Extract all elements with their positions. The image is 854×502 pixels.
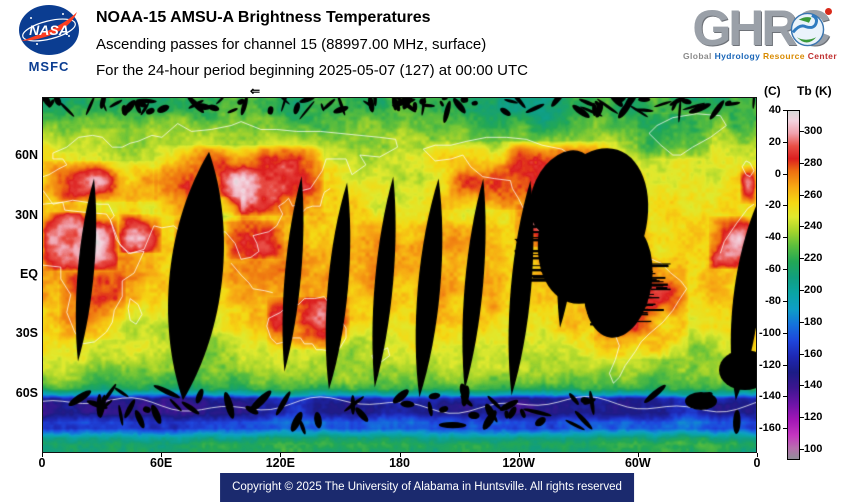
celsius-tick-label: -60 <box>765 263 781 276</box>
kelvin-tick-label: 120 <box>804 411 823 424</box>
kelvin-tick-label: 260 <box>804 188 823 201</box>
kelvin-tick-label: 180 <box>804 315 823 328</box>
celsius-tick <box>783 205 787 207</box>
legend-header-celsius: (C) <box>764 84 781 98</box>
kelvin-tick <box>800 449 804 451</box>
celsius-tick-label: -160 <box>758 422 781 435</box>
celsius-tick <box>783 269 787 271</box>
colorbar <box>787 110 800 460</box>
tagline-word: Center <box>804 51 838 61</box>
kelvin-tick-label: 200 <box>804 284 823 296</box>
celsius-tick-label: -20 <box>765 199 781 212</box>
nasa-meatball-icon: NASA <box>19 5 79 55</box>
ghrc-logo: GHRC Global Hydrology Resource Center <box>672 1 848 61</box>
celsius-tick-label: -120 <box>758 358 781 371</box>
celsius-tick-label: 40 <box>768 104 781 116</box>
kelvin-tick <box>800 321 804 323</box>
nasa-logo: NASA MSFC <box>10 4 88 74</box>
page-title: NOAA-15 AMSU-A Brightness Temperatures <box>96 9 431 26</box>
x-axis-tick <box>280 453 282 457</box>
kelvin-tick <box>800 353 804 355</box>
kelvin-tick <box>800 226 804 228</box>
celsius-tick-label: -140 <box>758 390 781 403</box>
celsius-tick <box>783 428 787 430</box>
page-subtitle-1: Ascending passes for channel 15 (88997.0… <box>96 36 487 53</box>
kelvin-tick <box>800 194 804 196</box>
ghrc-wordmark: GHRC <box>692 0 832 56</box>
ghrc-tagline: Global Hydrology Resource Center <box>672 51 848 61</box>
celsius-tick-label: -100 <box>758 326 781 339</box>
kelvin-tick-label: 300 <box>804 124 823 137</box>
tagline-word: Hydrology <box>711 51 761 61</box>
celsius-tick-label: -80 <box>765 294 781 307</box>
nasa-wordmark: NASA <box>29 22 69 38</box>
kelvin-tick-label: 140 <box>804 379 823 392</box>
ghrc-letters: GHR <box>692 0 797 56</box>
kelvin-tick <box>800 258 804 260</box>
celsius-tick-label: 20 <box>768 135 781 148</box>
celsius-tick <box>783 237 787 239</box>
kelvin-tick <box>800 162 804 164</box>
x-axis-label: 120E <box>265 456 295 470</box>
celsius-tick <box>783 396 787 398</box>
kelvin-tick <box>800 290 804 291</box>
page-subtitle-2: For the 24-hour period beginning 2025-05… <box>96 62 528 79</box>
celsius-tick <box>783 300 787 302</box>
x-axis-tick <box>161 453 163 457</box>
celsius-tick <box>783 332 787 334</box>
kelvin-tick-label: 100 <box>804 443 823 456</box>
copyright-bar: Copyright © 2025 The University of Alaba… <box>220 473 634 502</box>
y-axis-label: 30S <box>15 326 38 341</box>
x-axis-tick <box>637 453 639 457</box>
kelvin-tick-label: 240 <box>804 220 823 233</box>
x-axis-tick <box>42 453 43 457</box>
tagline-word: Global <box>682 51 712 61</box>
kelvin-tick-label: 280 <box>804 156 823 169</box>
x-axis-label: 60E <box>150 456 173 470</box>
msfc-label: MSFC <box>28 59 70 74</box>
celsius-tick-label: 0 <box>774 167 781 180</box>
legend-header-kelvin: Tb (K) <box>797 84 832 98</box>
x-axis-label: 0 <box>38 456 46 470</box>
celsius-tick <box>783 364 787 366</box>
x-axis-label: 0 <box>753 456 761 470</box>
y-axis-label: 30N <box>15 207 38 222</box>
x-axis-tick <box>399 453 401 457</box>
map-canvas <box>43 98 756 452</box>
red-dot-icon <box>824 8 832 15</box>
y-axis-label: 60S <box>15 385 38 400</box>
kelvin-tick <box>800 385 804 387</box>
celsius-tick-label: -40 <box>765 231 781 244</box>
x-axis-label: 60W <box>624 456 651 470</box>
kelvin-tick <box>800 417 804 419</box>
x-axis-tick <box>757 453 758 457</box>
x-axis-label: 120W <box>502 456 535 470</box>
celsius-tick <box>783 141 787 143</box>
kelvin-tick-label: 160 <box>804 347 823 360</box>
pass-direction-arrow-icon: ⇐ <box>250 84 261 98</box>
y-axis-label: 60N <box>15 148 38 163</box>
x-axis-label: 180 <box>389 456 410 470</box>
brightness-temperature-map <box>42 97 757 453</box>
celsius-tick <box>783 110 787 111</box>
kelvin-tick <box>800 130 804 132</box>
kelvin-tick-label: 220 <box>804 252 823 265</box>
x-axis-tick <box>518 453 520 457</box>
tagline-word: Resource <box>760 51 805 61</box>
celsius-tick <box>783 173 787 175</box>
y-axis-label: EQ <box>19 267 38 281</box>
globe-icon <box>790 12 824 47</box>
